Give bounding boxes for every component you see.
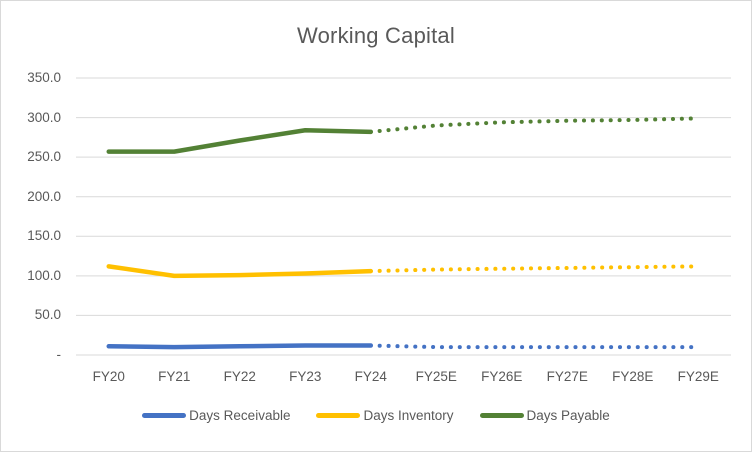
x-axis-category-label: FY26E — [481, 369, 523, 384]
x-axis-category-label: FY25E — [415, 369, 457, 384]
series-line-dotted-forecast — [368, 343, 701, 350]
chart-title: Working Capital — [297, 23, 455, 48]
legend-label: Days Receivable — [189, 408, 291, 423]
y-axis-tick-label: 350.0 — [27, 70, 61, 85]
x-axis-category-label: FY21 — [158, 369, 191, 384]
x-axis-category-label: FY23 — [289, 369, 322, 384]
y-axis-tick-label: 50.0 — [34, 307, 61, 323]
x-axis-category-label: FY27E — [546, 369, 588, 384]
legend-label: Days Payable — [526, 408, 610, 423]
series-line-solid — [106, 127, 373, 154]
series-line-solid — [106, 264, 373, 279]
legend-label: Days Inventory — [363, 408, 454, 423]
y-axis-tick-label: 150.0 — [27, 228, 61, 244]
x-axis-category-label: FY20 — [92, 369, 125, 384]
legend-line-swatch — [316, 413, 361, 418]
x-axis-category-label: FY22 — [223, 369, 256, 384]
legend-item: Days Receivable — [142, 408, 290, 423]
legend-line-swatch — [142, 413, 187, 418]
series-lines — [106, 116, 701, 350]
legend-line-swatch — [479, 413, 524, 418]
y-axis-tick-label: - — [56, 347, 62, 362]
legend-item: Days Inventory — [316, 408, 454, 423]
x-axis-category-label: FY24 — [354, 369, 387, 384]
x-axis-category-label: FY29E — [677, 369, 719, 384]
y-axis-tick-label: 300.0 — [27, 109, 61, 125]
legend-item: Days Payable — [479, 408, 610, 423]
x-axis-category-label: FY28E — [612, 369, 654, 384]
series-line-dotted-forecast — [368, 264, 701, 274]
y-axis-tick-label: 100.0 — [27, 267, 61, 283]
y-axis-tick-label: 200.0 — [27, 188, 61, 204]
gridlines — [76, 77, 731, 356]
series-line-solid — [106, 343, 373, 350]
legend: Days Receivable Days Inventory Days Payabl… — [1, 408, 751, 423]
y-axis-tick-label: 250.0 — [27, 149, 61, 165]
series-line-dotted-forecast — [368, 116, 701, 134]
